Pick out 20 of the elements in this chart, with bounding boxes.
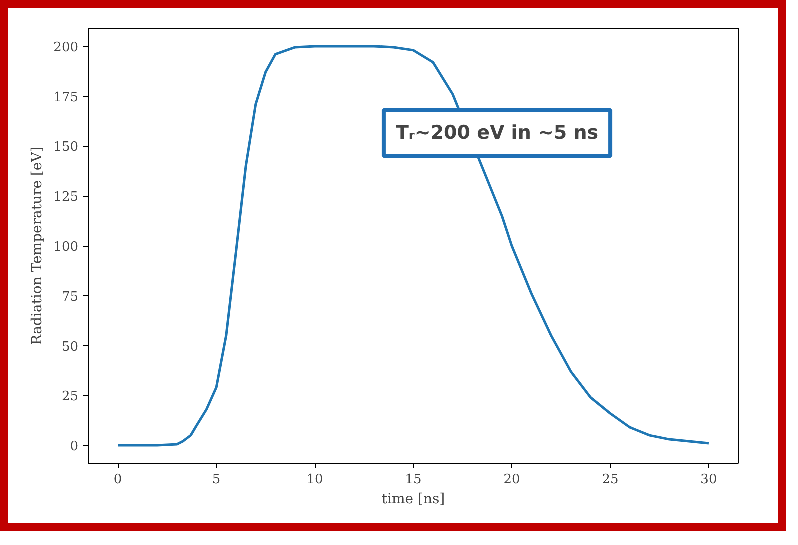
x-tick-label: 5 [212,472,221,488]
x-axis-title: time [ns] [382,492,446,508]
x-tick-label: 0 [114,472,122,488]
x-tick-label: 30 [700,472,718,488]
line-series [116,45,710,447]
y-axis-title: Radiation Temperature [eV] [30,146,46,346]
y-tick-label: 50 [62,340,79,355]
y-tick-label: 175 [54,90,79,106]
y-tick-label: 75 [62,290,79,305]
y-tick-label: 0 [70,440,79,455]
x-tick-label: 20 [504,472,520,488]
x-tick-label: 15 [405,472,422,488]
annotation: Tᵣ~200 eV in ~5 ns [396,122,599,144]
y-tick-label: 100 [54,240,79,255]
y-tick-label: 150 [54,140,79,156]
x-tick-label: 10 [306,472,324,488]
y-tick-label: 200 [54,40,79,56]
x-tick-label: 25 [602,472,619,488]
y-tick-label: 125 [54,190,79,206]
y-tick-label: 25 [62,390,79,405]
